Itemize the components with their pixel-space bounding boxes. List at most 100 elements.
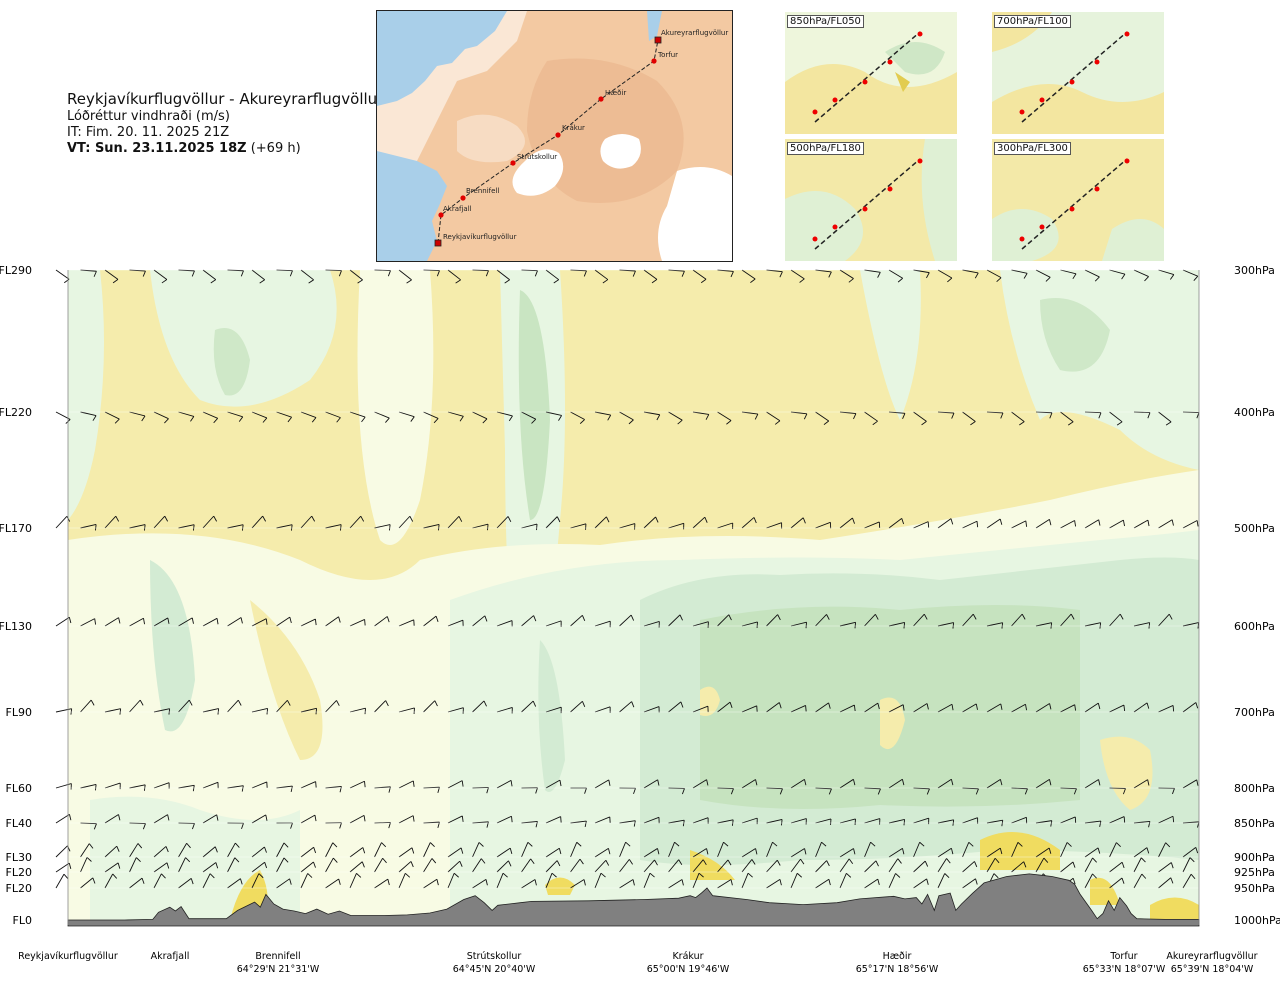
mini-map-850: 850hPa/FL050: [785, 12, 957, 134]
wind-barb: [398, 515, 414, 529]
wind-barb: [888, 818, 906, 826]
wind-barb: [1060, 842, 1072, 858]
wind-barb: [864, 878, 880, 889]
wind-barb: [472, 523, 489, 531]
wind-barb: [1158, 842, 1171, 858]
wind-barb: [1158, 269, 1175, 280]
flight-level-label: FL40: [6, 817, 32, 830]
wind-barb: [1060, 411, 1074, 426]
wind-barb: [643, 779, 660, 789]
wind-barb: [276, 785, 293, 793]
waypoint-marker: [460, 195, 466, 201]
wind-barb: [80, 699, 95, 713]
wind-barb: [937, 269, 953, 283]
wind-barb: [619, 820, 636, 827]
wind-barb: [202, 814, 219, 824]
wind-barb: [251, 846, 267, 858]
wind-barb: [570, 700, 586, 713]
wind-barb: [153, 846, 169, 858]
wind-barb: [325, 411, 341, 423]
wind-barb: [1035, 518, 1052, 529]
wind-barb: [864, 841, 876, 858]
wind-barb: [619, 859, 634, 873]
wind-barb: [741, 859, 756, 873]
chart-title-block: Reykjavíkurflugvöllur - Akureyrarflugvöl…: [67, 90, 383, 157]
wind-barb: [521, 411, 537, 424]
pressure-label: 500hPa: [1234, 522, 1275, 535]
wind-barb: [55, 813, 72, 824]
pressure-label: 850hPa: [1234, 817, 1275, 830]
wind-barb: [717, 879, 733, 889]
wind-barb: [1084, 779, 1101, 789]
wind-barb: [300, 707, 318, 715]
wind-barb: [790, 818, 807, 825]
wind-barb: [447, 619, 464, 627]
wind-barb: [496, 872, 508, 889]
wind-barb: [1182, 702, 1199, 713]
wind-barb: [423, 858, 437, 873]
waypoint-marker: [510, 160, 516, 166]
wind-barb: [55, 862, 72, 873]
wind-barb: [619, 411, 634, 425]
wind-barb: [594, 859, 610, 873]
wind-barb: [178, 411, 195, 422]
wind-barb: [178, 617, 194, 627]
wind-barb: [55, 269, 70, 284]
wind-barb: [129, 411, 146, 422]
wind-barb: [398, 861, 414, 873]
wind-barb: [839, 818, 856, 825]
terrain-profile: [67, 873, 1200, 927]
wind-barb: [741, 779, 758, 789]
wind-barb: [202, 846, 218, 858]
wind-barb: [276, 524, 293, 531]
wind-barb: [1109, 842, 1121, 858]
wind-barb: [202, 862, 219, 873]
wind-barb: [962, 613, 977, 627]
wind-barb: [594, 269, 609, 284]
wind-barb: [986, 847, 1003, 858]
wind-barb: [1109, 613, 1124, 627]
map-waypoints: Reykjavíkurflugvöllur Akrafjall Brennifell…: [434, 29, 728, 247]
pressure-label: 300hPa: [1234, 264, 1275, 277]
wind-barb: [447, 269, 461, 284]
route-title: Reykjavíkurflugvöllur - Akureyrarflugvöl…: [67, 90, 384, 108]
wind-barb: [251, 411, 268, 423]
wind-barb: [80, 618, 97, 627]
wind-barb: [790, 621, 807, 629]
wind-barb: [1158, 815, 1175, 824]
wind-barb: [815, 614, 830, 627]
wind-barb: [153, 515, 169, 529]
wind-barb: [1084, 873, 1097, 889]
wind-barb: [1133, 269, 1149, 282]
wind-barb: [1109, 269, 1126, 280]
wind-barb: [815, 860, 830, 873]
station-name: Krákur: [672, 951, 703, 962]
wind-barb: [839, 778, 856, 789]
pressure-label: 400hPa: [1234, 406, 1275, 419]
flight-level-label: FL170: [0, 522, 32, 535]
wind-barb: [104, 814, 121, 824]
wind-barb: [325, 878, 341, 889]
wind-barb: [349, 780, 366, 789]
wind-barb: [1109, 704, 1126, 713]
waypoint-label: Hæðir: [605, 89, 626, 97]
wind-barb: [349, 873, 362, 889]
station-name: Reykjavíkurflugvöllur: [18, 951, 118, 962]
wind-barb: [300, 618, 317, 627]
wind-barb: [619, 523, 636, 530]
pressure-label: 925hPa: [1234, 866, 1275, 879]
wind-barb: [325, 700, 340, 713]
wind-barb: [643, 269, 658, 284]
wind-barb: [251, 515, 267, 529]
wind-barb: [741, 269, 756, 283]
wind-barb: [423, 411, 439, 424]
wind-barb: [472, 700, 487, 713]
wind-barb: [790, 872, 803, 889]
wind-barb: [153, 873, 166, 889]
wind-barb: [398, 707, 415, 714]
wind-barb: [1011, 411, 1025, 426]
wind-barb: [815, 269, 832, 278]
wind-barb: [913, 841, 925, 858]
wind-barb: [227, 411, 244, 422]
wind-barb: [619, 841, 631, 858]
